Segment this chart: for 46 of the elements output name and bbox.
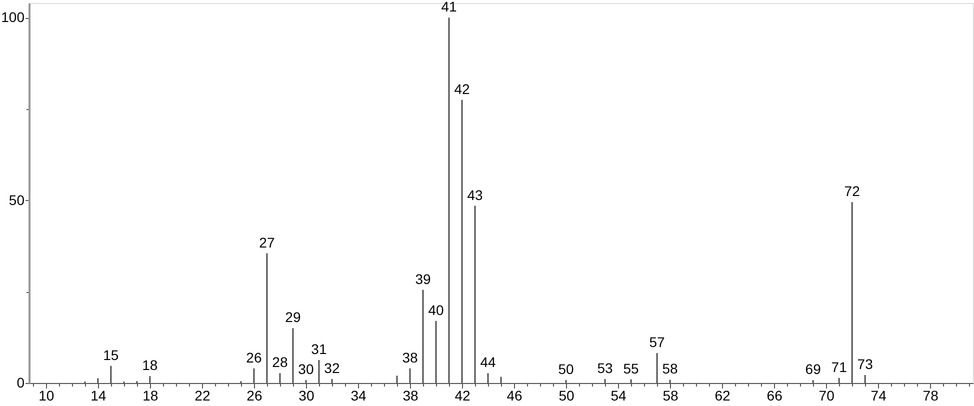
- annotation: 43: [467, 186, 483, 203]
- annotation: 26: [246, 349, 262, 366]
- annotation: 58: [662, 360, 678, 377]
- x-tick-label: 74: [870, 388, 887, 404]
- annotation: 57: [649, 334, 666, 350]
- annotation: 18: [142, 357, 158, 374]
- x-tick-label: 42: [454, 388, 470, 404]
- x-tick-label: 38: [402, 388, 418, 404]
- x-tick-label: 54: [610, 388, 627, 404]
- annotation: 38: [402, 349, 418, 366]
- x-tick-label: 10: [38, 388, 54, 404]
- annotation: 29: [285, 309, 301, 326]
- x-tick-label: 34: [350, 388, 366, 404]
- annotation: 72: [844, 183, 860, 200]
- x-tick-label: 46: [506, 388, 522, 404]
- annotation: 31: [311, 340, 327, 357]
- y-tick-label: 50: [8, 192, 25, 208]
- annotation: 40: [428, 302, 444, 318]
- x-tick-label: 58: [662, 388, 679, 404]
- annotation: 69: [805, 361, 822, 378]
- annotation: 55: [623, 360, 640, 376]
- annotation: 28: [272, 354, 288, 370]
- annotation: 44: [480, 354, 496, 370]
- y-tick-label: 0: [16, 374, 25, 390]
- annotation: 41: [441, 0, 457, 15]
- annotation: 27: [259, 234, 275, 250]
- annotation: 15: [103, 346, 119, 363]
- x-tick-label: 78: [922, 388, 939, 404]
- annotation: 50: [558, 361, 574, 378]
- x-tick-label: 70: [818, 388, 835, 404]
- x-tick-label: 30: [298, 388, 314, 404]
- x-tick-label: 62: [714, 388, 731, 404]
- x-tick-label: 66: [766, 388, 783, 404]
- x-tick-label: 18: [142, 388, 158, 404]
- x-tick-label: 14: [90, 388, 106, 404]
- y-tick-label: 100: [1, 9, 25, 26]
- annotation: 30: [298, 361, 314, 378]
- annotation: 73: [857, 356, 874, 372]
- annotation: 71: [831, 358, 848, 375]
- x-tick-label: 22: [194, 388, 210, 404]
- annotation: 32: [324, 360, 340, 376]
- x-tick-label: 26: [246, 388, 262, 404]
- annotation: 42: [454, 80, 470, 97]
- annotation: 53: [597, 360, 614, 376]
- x-tick-label: 50: [558, 388, 575, 404]
- annotation: 39: [415, 270, 431, 287]
